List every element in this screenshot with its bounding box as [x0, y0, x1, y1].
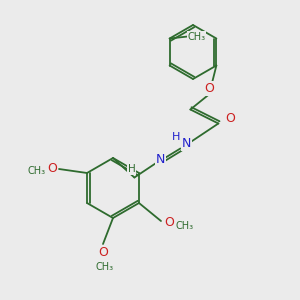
Text: H: H [172, 133, 181, 142]
Text: H: H [128, 164, 135, 175]
Text: CH₃: CH₃ [188, 32, 206, 41]
Text: N: N [182, 137, 191, 150]
Text: O: O [204, 82, 214, 95]
Text: O: O [47, 163, 57, 176]
Text: O: O [98, 247, 108, 260]
Text: CH₃: CH₃ [176, 221, 194, 231]
Text: O: O [164, 217, 174, 230]
Text: CH₃: CH₃ [28, 166, 46, 176]
Text: N: N [156, 153, 165, 166]
Text: CH₃: CH₃ [96, 262, 114, 272]
Text: O: O [225, 112, 235, 125]
